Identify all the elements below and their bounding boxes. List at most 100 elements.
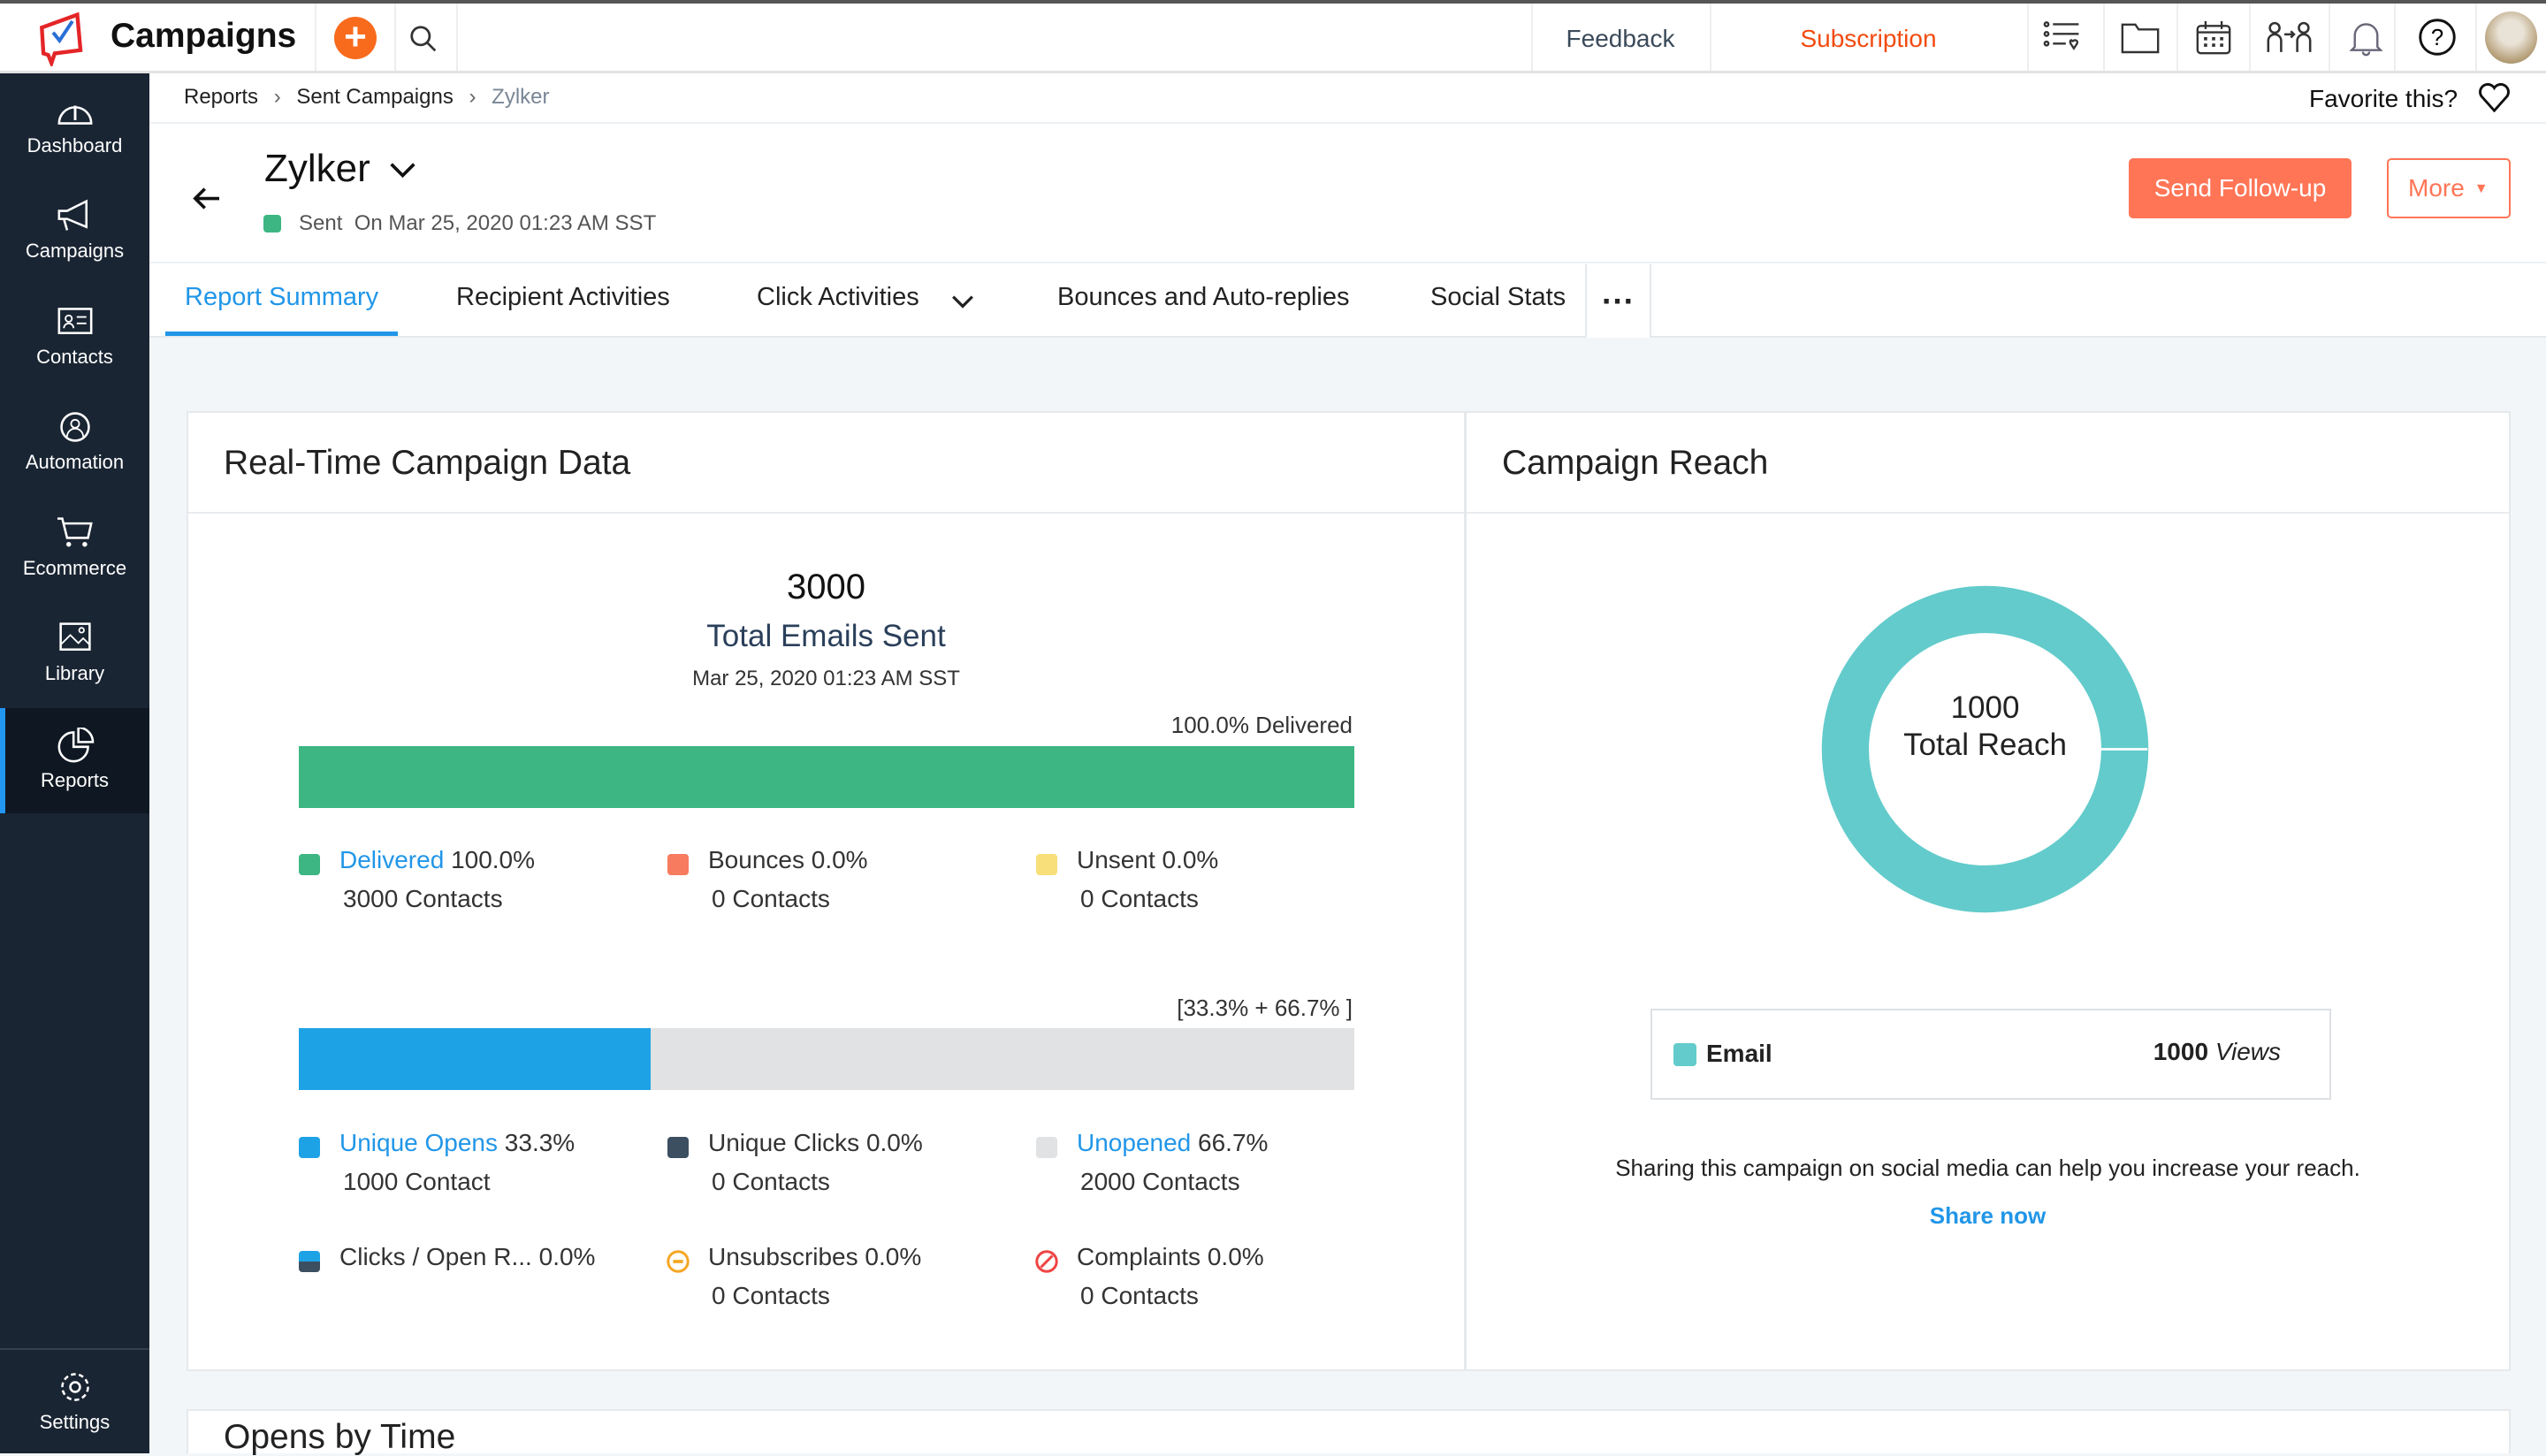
settings-gear-icon [60, 1373, 89, 1401]
tab-click-activities[interactable]: Click Activities [757, 283, 919, 311]
total-emails-label: Total Emails Sent [706, 619, 946, 653]
contact-card-icon [57, 308, 92, 334]
more-tabs-button[interactable]: ··· [1585, 264, 1651, 338]
legend-swatch [667, 854, 689, 875]
legend-label[interactable]: Unique Opens [339, 1129, 499, 1156]
megaphone-icon [57, 199, 88, 231]
back-arrow-icon[interactable] [190, 186, 223, 211]
sidebar-item-label: Library [44, 662, 105, 684]
legend-contacts: 0 Contacts [712, 1282, 830, 1309]
tab-social-stats[interactable]: Social Stats [1430, 283, 1566, 311]
legend-contacts: 3000 Contacts [343, 885, 503, 912]
legend-label: Bounces [708, 846, 804, 873]
realtime-card: Real-Time Campaign Data 3000 Total Email… [187, 411, 1466, 1371]
legend-swatch [299, 854, 320, 875]
cart-icon [57, 517, 93, 547]
sidebar: Dashboard Campaigns Contacts Automation … [0, 73, 149, 1453]
legend-label: Clicks / Open R... [339, 1243, 532, 1270]
sent-status: Sent On Mar 25, 2020 01:23 AM SST [299, 211, 657, 235]
legend-clicks-open-r: Clicks / Open R... 0.0% [339, 1243, 595, 1271]
share-now-link[interactable]: Share now [1929, 1202, 2047, 1229]
legend-label: Unsubscribes [708, 1243, 858, 1270]
opened-fill [299, 1028, 651, 1090]
open-summary: [33.3% + 66.7% ] [1177, 995, 1353, 1021]
lists-icon[interactable] [2043, 19, 2085, 55]
tab-report-summary[interactable]: Report Summary [185, 283, 379, 311]
campaign-title[interactable]: Zylker [264, 147, 370, 190]
sidebar-item-label: Automation [25, 451, 125, 473]
legend-bounces: Bounces 0.0% [708, 846, 868, 874]
sidebar-item-settings[interactable]: Settings [0, 1348, 149, 1453]
legend-email-label: Email [1706, 1040, 1772, 1067]
legend-percent: 0.0% [865, 1243, 922, 1270]
legend-contacts: 0 Contacts [1080, 1282, 1199, 1309]
page-header: Reports › Sent Campaigns › Zylker Favori… [149, 73, 2546, 338]
breadcrumb-reports[interactable]: Reports [184, 85, 259, 109]
sidebar-item-automation[interactable]: Automation [0, 390, 149, 495]
calendar-icon[interactable] [2196, 19, 2231, 55]
legend-unique-opens[interactable]: Unique Opens 33.3% [339, 1129, 575, 1157]
notification-bell-icon[interactable] [2350, 19, 2382, 57]
sidebar-item-label: Contacts [36, 346, 113, 368]
legend-swatch [1036, 1137, 1057, 1158]
legend-contacts: 0 Contacts [712, 885, 830, 912]
tab-recipient-activities[interactable]: Recipient Activities [456, 283, 670, 311]
chevron-down-icon[interactable] [951, 293, 974, 309]
sidebar-item-label: Settings [39, 1411, 111, 1433]
sidebar-item-library[interactable]: Library [0, 601, 149, 706]
breadcrumb-current: Zylker [492, 85, 550, 109]
breadcrumb-sent-campaigns[interactable]: Sent Campaigns [296, 85, 454, 109]
legend-label: Unique Clicks [708, 1129, 860, 1156]
reach-legend: Email 1000 Views [1650, 1009, 2331, 1100]
legend-delivered[interactable]: Delivered 100.0% [339, 846, 535, 874]
user-avatar[interactable] [2485, 11, 2537, 64]
contacts-sync-icon[interactable] [2267, 21, 2312, 54]
legend-contacts: 0 Contacts [1080, 885, 1199, 912]
legend-label[interactable]: Delivered [339, 846, 445, 873]
pie-chart-icon [57, 728, 94, 763]
svg-text:?: ? [2431, 26, 2443, 50]
complaint-block-icon [1035, 1250, 1058, 1273]
legend-unopened[interactable]: Unopened 66.7% [1077, 1129, 1268, 1157]
send-followup-button[interactable]: Send Follow-up [2129, 158, 2352, 218]
legend-label: Unsent [1077, 846, 1155, 873]
help-icon[interactable]: ? [2418, 18, 2457, 57]
feedback-link[interactable]: Feedback [1566, 25, 1675, 52]
legend-label[interactable]: Unopened [1077, 1129, 1192, 1156]
sidebar-item-ecommerce[interactable]: Ecommerce [0, 496, 149, 601]
status-indicator [263, 215, 281, 233]
sidebar-item-dashboard[interactable]: Dashboard [0, 73, 149, 179]
unsubscribe-icon [667, 1250, 690, 1273]
tab-bounces[interactable]: Bounces and Auto-replies [1057, 283, 1350, 311]
legend-complaints: Complaints 0.0% [1077, 1243, 1264, 1271]
reach-title: Campaign Reach [1467, 413, 2509, 514]
legend-percent: 33.3% [504, 1129, 576, 1156]
folder-icon[interactable] [2121, 21, 2160, 54]
more-button[interactable]: More ▼ [2387, 158, 2511, 218]
subscription-link[interactable]: Subscription [1800, 25, 1937, 52]
library-image-icon [58, 622, 91, 651]
legend-percent: 0.0% [538, 1243, 596, 1270]
legend-percent: 0.0% [865, 1129, 923, 1156]
legend-label: Complaints [1077, 1243, 1201, 1270]
legend-unsubscribes: Unsubscribes 0.0% [708, 1243, 921, 1271]
sidebar-item-contacts[interactable]: Contacts [0, 285, 149, 390]
legend-unique-clicks: Unique Clicks 0.0% [708, 1129, 923, 1157]
chevron-down-icon[interactable] [388, 161, 417, 180]
sidebar-item-label: Dashboard [27, 134, 123, 156]
favorite-label: Favorite this? [2309, 85, 2458, 112]
legend-contacts: 2000 Contacts [1080, 1168, 1240, 1195]
search-icon[interactable] [409, 25, 438, 54]
add-button[interactable]: + [334, 17, 377, 59]
sidebar-item-label: Ecommerce [22, 557, 127, 579]
open-bar [299, 1028, 1354, 1090]
sidebar-item-campaigns[interactable]: Campaigns [0, 179, 149, 284]
heart-icon[interactable] [2478, 83, 2511, 112]
legend-swatch [299, 1137, 320, 1158]
dashboard-icon [57, 105, 92, 125]
campaigns-logo-icon [40, 11, 83, 66]
sidebar-item-label: Reports [40, 769, 110, 791]
sidebar-item-reports[interactable]: Reports [0, 708, 149, 813]
delivery-bar [299, 746, 1354, 808]
